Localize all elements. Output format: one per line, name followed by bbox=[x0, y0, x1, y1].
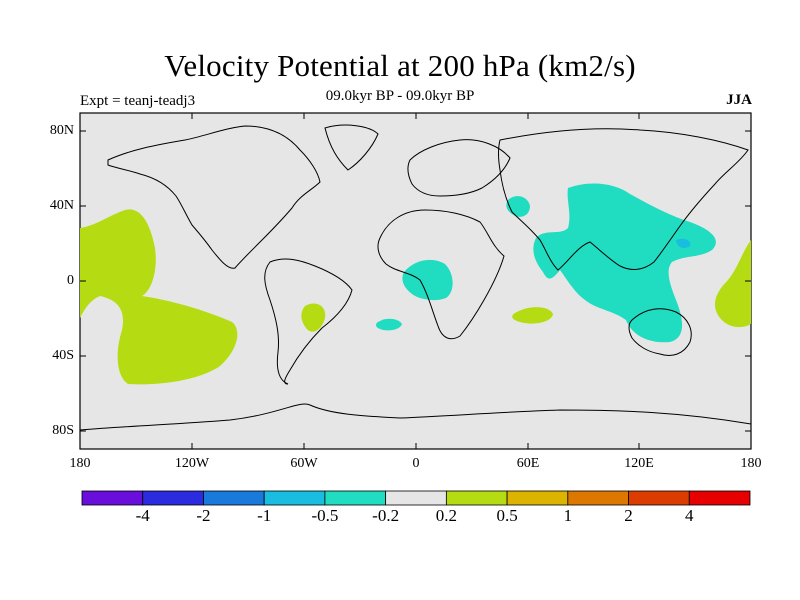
negative-anomaly-east-asia-core bbox=[676, 238, 691, 248]
coastline-asia bbox=[498, 128, 749, 271]
lat-tick-label: 40S bbox=[52, 348, 74, 363]
colorbar-label: 1 bbox=[563, 506, 573, 525]
coastline-antarctica bbox=[79, 403, 752, 431]
chart-subtitle: 09.0kyr BP - 09.0kyr BP bbox=[325, 88, 475, 104]
lat-tick-label: 80S bbox=[52, 423, 74, 438]
colorbar-label: -0.5 bbox=[311, 506, 339, 525]
colorbar-label: -2 bbox=[196, 506, 211, 525]
colorbar-label: 4 bbox=[685, 506, 694, 525]
lon-tick-label: 60W bbox=[290, 456, 318, 471]
coastline-africa bbox=[377, 209, 505, 340]
contour-regions bbox=[80, 183, 751, 385]
lon-tick-label: 0 bbox=[412, 456, 420, 471]
colorbar-swatch bbox=[263, 490, 326, 506]
colorbar-swatch bbox=[142, 490, 204, 506]
season-label: JJA bbox=[726, 92, 752, 108]
lon-tick-label: 120W bbox=[174, 456, 210, 471]
lat-tick-label: 40N bbox=[49, 198, 74, 213]
colorbar-swatch bbox=[81, 490, 144, 506]
lat-tick-label: 80N bbox=[49, 123, 74, 138]
positive-anomaly-south-america bbox=[301, 303, 326, 332]
colorbar-label: 0.5 bbox=[496, 506, 518, 525]
coastlines bbox=[79, 124, 752, 431]
coastline-north-america bbox=[107, 125, 321, 269]
colorbar-swatch bbox=[688, 490, 751, 506]
lat-tick-label: 0 bbox=[67, 273, 74, 288]
coastline-australia bbox=[628, 308, 692, 356]
negative-anomaly-asia-indian bbox=[533, 183, 716, 343]
colorbar-swatch bbox=[567, 490, 629, 506]
axis-ticks bbox=[80, 113, 751, 449]
colorbar-label: 0.2 bbox=[435, 506, 457, 525]
lon-tick-label: 60E bbox=[516, 456, 540, 471]
negative-anomaly-south-atlantic bbox=[375, 318, 402, 331]
positive-anomaly-south-indian bbox=[512, 307, 553, 324]
colorbar-label: -4 bbox=[135, 506, 150, 525]
colorbar-swatch bbox=[385, 490, 447, 506]
positive-anomaly-west-pacific bbox=[714, 240, 751, 328]
chart-title: Velocity Potential at 200 hPa (km2/s) bbox=[164, 48, 636, 83]
lon-tick-label: 120E bbox=[624, 456, 654, 471]
colorbar-swatch bbox=[324, 490, 387, 506]
colorbar bbox=[81, 490, 751, 506]
positive-anomaly-central-pacific-north bbox=[80, 209, 238, 385]
colorbar-swatch bbox=[445, 490, 508, 506]
lon-tick-label: 180 bbox=[740, 456, 762, 471]
lon-tick-label: 180 bbox=[69, 456, 91, 471]
colorbar-swatch bbox=[203, 490, 265, 506]
negative-anomaly-africa bbox=[402, 259, 453, 301]
colorbar-label: 2 bbox=[624, 506, 633, 525]
colorbar-swatch bbox=[628, 490, 690, 506]
colorbar-label: -0.2 bbox=[372, 506, 400, 525]
coastline-europe bbox=[407, 139, 511, 197]
colorbar-label: -1 bbox=[257, 506, 272, 525]
colorbar-swatch bbox=[506, 490, 569, 506]
coastline-south-america bbox=[264, 258, 353, 385]
coastline-greenland bbox=[324, 124, 379, 171]
experiment-label: Expt = teanj-teadj3 bbox=[80, 93, 196, 109]
